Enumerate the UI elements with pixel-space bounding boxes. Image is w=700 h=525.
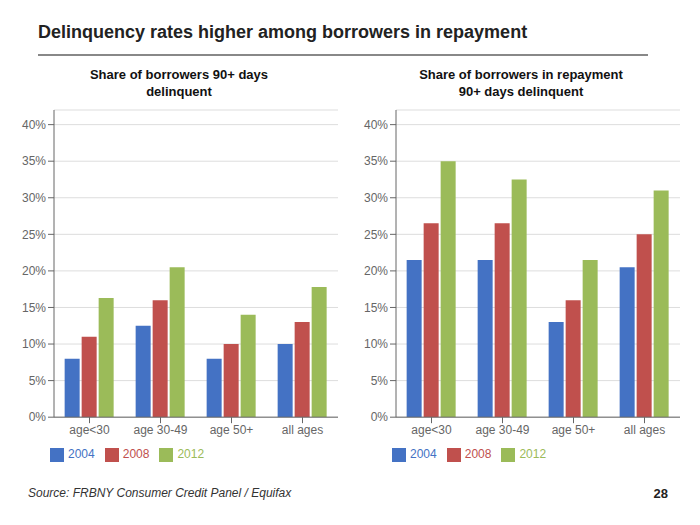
html-text:Delinquency rates higher among: Delinquency rates higher among borrowers… [38, 22, 528, 42]
html-text:90+ days delinquent: 90+ days delinquent [458, 84, 584, 99]
svg-text:5%: 5% [371, 374, 389, 388]
svg-text:0%: 0% [371, 410, 389, 424]
html-text:2008: 2008 [122, 447, 150, 462]
svg-text:30%: 30% [364, 191, 388, 205]
html-text:2012: 2012 [519, 447, 547, 462]
svg-text:40%: 40% [364, 118, 388, 132]
svg-text:15%: 15% [22, 301, 46, 315]
svg-text:20%: 20% [22, 264, 46, 278]
html-text:2004: 2004 [410, 447, 437, 462]
svg-text:all ages: all ages [624, 423, 665, 437]
svg-text:35%: 35% [22, 154, 46, 168]
html-text:Source: FRBNY Consumer Credit: Source: FRBNY Consumer Credit Panel / Eq… [28, 486, 292, 500]
html-text:2008: 2008 [464, 447, 492, 462]
html-text:28: 28 [653, 486, 668, 501]
html-text:Share of borrowers 90+ days: Share of borrowers 90+ days [89, 67, 268, 82]
html-text:Share of borrowers in repaymen: Share of borrowers in repayment [419, 67, 623, 82]
html-text:delinquent: delinquent [146, 84, 212, 99]
svg-text:30%: 30% [22, 191, 46, 205]
svg-text:40%: 40% [22, 118, 46, 132]
svg-text:10%: 10% [364, 337, 388, 351]
html-text:2012: 2012 [177, 447, 205, 462]
html-text:2004: 2004 [68, 447, 95, 462]
svg-text:age 50+: age 50+ [552, 423, 596, 437]
svg-text:35%: 35% [364, 154, 388, 168]
svg-text:all ages: all ages [282, 423, 323, 437]
svg-text:25%: 25% [364, 228, 388, 242]
svg-text:age 50+: age 50+ [210, 423, 254, 437]
svg-text:20%: 20% [364, 264, 388, 278]
svg-text:10%: 10% [22, 337, 46, 351]
svg-text:age<30: age<30 [69, 423, 110, 437]
svg-text:5%: 5% [29, 374, 47, 388]
svg-text:age 30-49: age 30-49 [475, 423, 529, 437]
svg-text:age<30: age<30 [411, 423, 452, 437]
svg-text:25%: 25% [22, 228, 46, 242]
svg-text:age 30-49: age 30-49 [133, 423, 187, 437]
svg-text:0%: 0% [29, 410, 47, 424]
svg-text:15%: 15% [364, 301, 388, 315]
